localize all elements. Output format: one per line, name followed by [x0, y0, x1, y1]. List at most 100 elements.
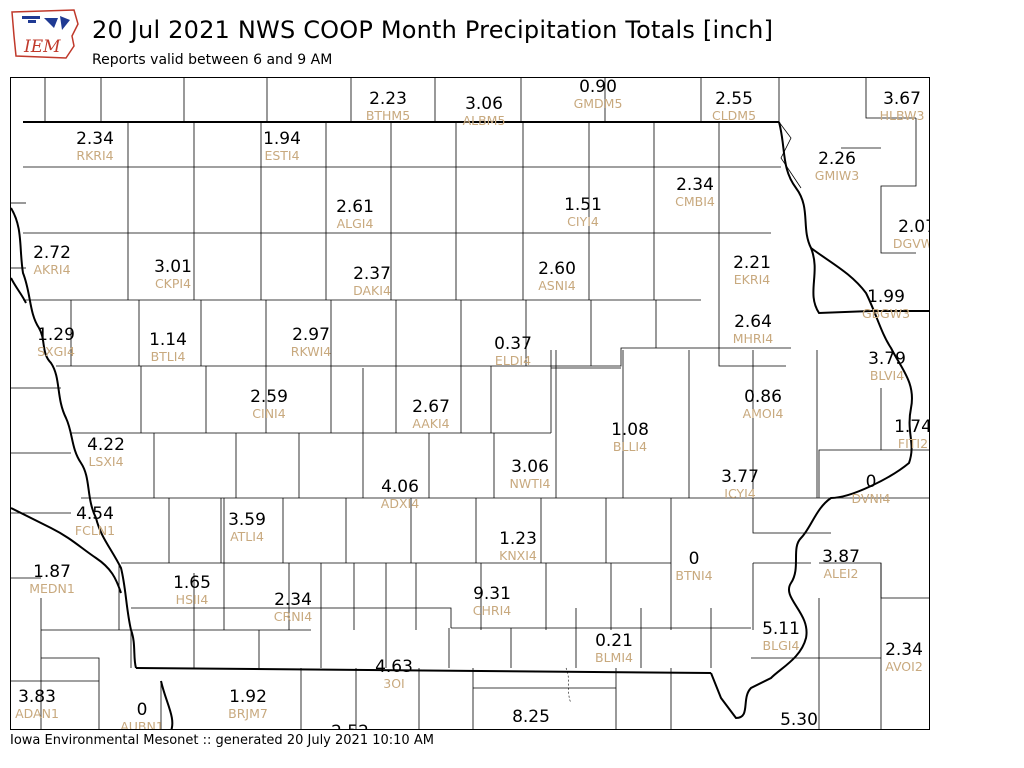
station-marker: 2.64 MHRI4	[733, 313, 774, 346]
station-value: 2.60	[538, 259, 576, 279]
iem-logo: IEM	[8, 6, 80, 64]
station-value: 3.87	[822, 547, 860, 567]
station-marker: 0 BTNI4	[675, 550, 712, 583]
station-value: 1.92	[229, 687, 267, 707]
station-id: BLVI4	[869, 368, 905, 383]
station-id: ESTI4	[264, 148, 300, 163]
map-title: 20 Jul 2021 NWS COOP Month Precipitation…	[92, 16, 774, 44]
station-id: DVNI4	[851, 491, 891, 506]
station-value: 3.59	[228, 510, 266, 530]
station-marker: 1.14 BTLI4	[149, 331, 187, 364]
station-id: SXGI4	[37, 344, 75, 359]
station-value: 1.51	[564, 195, 602, 215]
station-id: BLMI4	[595, 650, 633, 665]
station-marker: 1.92 BRJM7	[228, 688, 268, 721]
station-id: BTHM5	[365, 108, 411, 123]
station-id: GMIW3	[814, 168, 860, 183]
station-marker: 4.06 ADXI4	[381, 478, 419, 511]
station-value: 3.83	[18, 687, 56, 707]
station-value: 1.87	[33, 562, 71, 582]
station-marker: 2.07DGVW3	[893, 217, 929, 251]
station-value: 2.67	[412, 397, 450, 417]
station-marker: 8.25GRCM7	[508, 708, 553, 730]
station-marker: 3.06 NWTI4	[510, 458, 551, 491]
station-id: ALGI4	[336, 216, 374, 231]
station-marker: 2.34 CMBI4	[675, 176, 715, 209]
station-id: DAKI4	[353, 283, 391, 298]
station-value: 2.64	[734, 312, 772, 332]
station-marker: 2.34 CRNI4	[274, 591, 312, 624]
station-value: 3.06	[465, 94, 503, 114]
station-id: CHRI4	[472, 603, 512, 618]
station-value: 2.52	[331, 723, 369, 730]
station-marker: 3.06 ALBM5	[463, 95, 506, 128]
station-value: 2.07	[898, 217, 929, 237]
station-value: 1.99	[867, 287, 905, 307]
station-value: 2.34	[885, 640, 923, 660]
station-id: ELDI4	[494, 353, 532, 368]
footer-credit: Iowa Environmental Mesonet :: generated …	[10, 733, 434, 748]
station-id: MHRI4	[732, 331, 774, 346]
station-value: 4.63	[375, 657, 413, 677]
station-marker: 4.63 3OI	[375, 658, 413, 691]
station-marker: 0.37 ELDI4	[494, 335, 532, 368]
station-id: AVOI2	[885, 659, 923, 674]
station-marker: 2.72 AKRI4	[33, 244, 71, 277]
station-value: 2.37	[353, 264, 391, 284]
station-marker: 0.21 BLMI4	[595, 632, 633, 665]
station-marker: 0 AUBN1	[120, 701, 164, 730]
station-marker: 1.29 SXGI4	[37, 326, 75, 359]
station-value: 9.31	[473, 584, 511, 604]
station-value: 1.29	[37, 325, 75, 345]
station-id: LSXI4	[88, 454, 124, 469]
station-value: 2.23	[369, 89, 407, 109]
station-value: 1.74	[894, 417, 930, 437]
station-marker: 1.65 HSII4	[173, 574, 211, 607]
station-marker: 0.90 GMDM5	[574, 78, 623, 111]
station-marker: 1.51 CIYI4	[564, 196, 602, 229]
station-value: 2.26	[818, 149, 856, 169]
station-marker: 0.86 AMOI4	[743, 388, 784, 421]
station-marker: 1.87 MEDN1	[29, 563, 75, 596]
station-value: 2.72	[33, 243, 71, 263]
station-id: ALBM5	[462, 113, 506, 128]
station-id: HLBW3	[879, 108, 925, 123]
station-id: ICYI4	[724, 486, 756, 501]
station-marker: 2.26 GMIW3	[815, 150, 859, 183]
station-value: 0.86	[744, 387, 782, 407]
station-id: ALEI2	[823, 566, 859, 581]
logo-text: IEM	[23, 37, 61, 57]
station-marker: 5.30BTYI2	[780, 711, 818, 730]
station-marker: 1.99 GBGW3	[862, 288, 910, 321]
station-id: ADXI4	[380, 496, 420, 511]
station-id: CRNI4	[273, 609, 313, 624]
station-value: 4.06	[381, 477, 419, 497]
station-value: 3.77	[721, 467, 759, 487]
station-value: 5.11	[762, 619, 800, 639]
station-marker: 3.77 ICYI4	[721, 468, 759, 501]
station-value: 0	[136, 700, 148, 720]
station-id: AUBN1	[120, 719, 164, 730]
station-id: RKRI4	[76, 148, 114, 163]
station-marker: 2.61 ALGI4	[336, 198, 374, 231]
station-marker: 2.52	[331, 723, 369, 730]
station-id: KNXI4	[499, 548, 537, 563]
station-marker: 9.31 CHRI4	[473, 585, 511, 618]
station-id: FITI2	[897, 436, 929, 451]
station-id: BLLI4	[612, 439, 648, 454]
station-marker: 3.67 HLBW3	[880, 90, 925, 123]
station-marker: 2.23 BTHM5	[366, 90, 410, 123]
station-value: 1.23	[499, 529, 537, 549]
station-marker: 2.60 ASNI4	[538, 260, 576, 293]
station-value: 1.14	[149, 330, 187, 350]
station-marker: 3.83 ADAN1	[15, 688, 59, 721]
station-marker: 1.23 KNXI4	[499, 530, 537, 563]
station-id: CINI4	[252, 406, 286, 421]
station-marker: 3.87 ALEI2	[822, 548, 860, 581]
station-marker: 2.37 DAKI4	[353, 265, 391, 298]
station-id: CMBI4	[675, 194, 715, 209]
station-marker: 2.59 CINI4	[250, 388, 288, 421]
station-value: 2.55	[715, 89, 753, 109]
station-marker: 5.11 BLGI4	[762, 620, 800, 653]
station-id: AMOI4	[742, 406, 784, 421]
